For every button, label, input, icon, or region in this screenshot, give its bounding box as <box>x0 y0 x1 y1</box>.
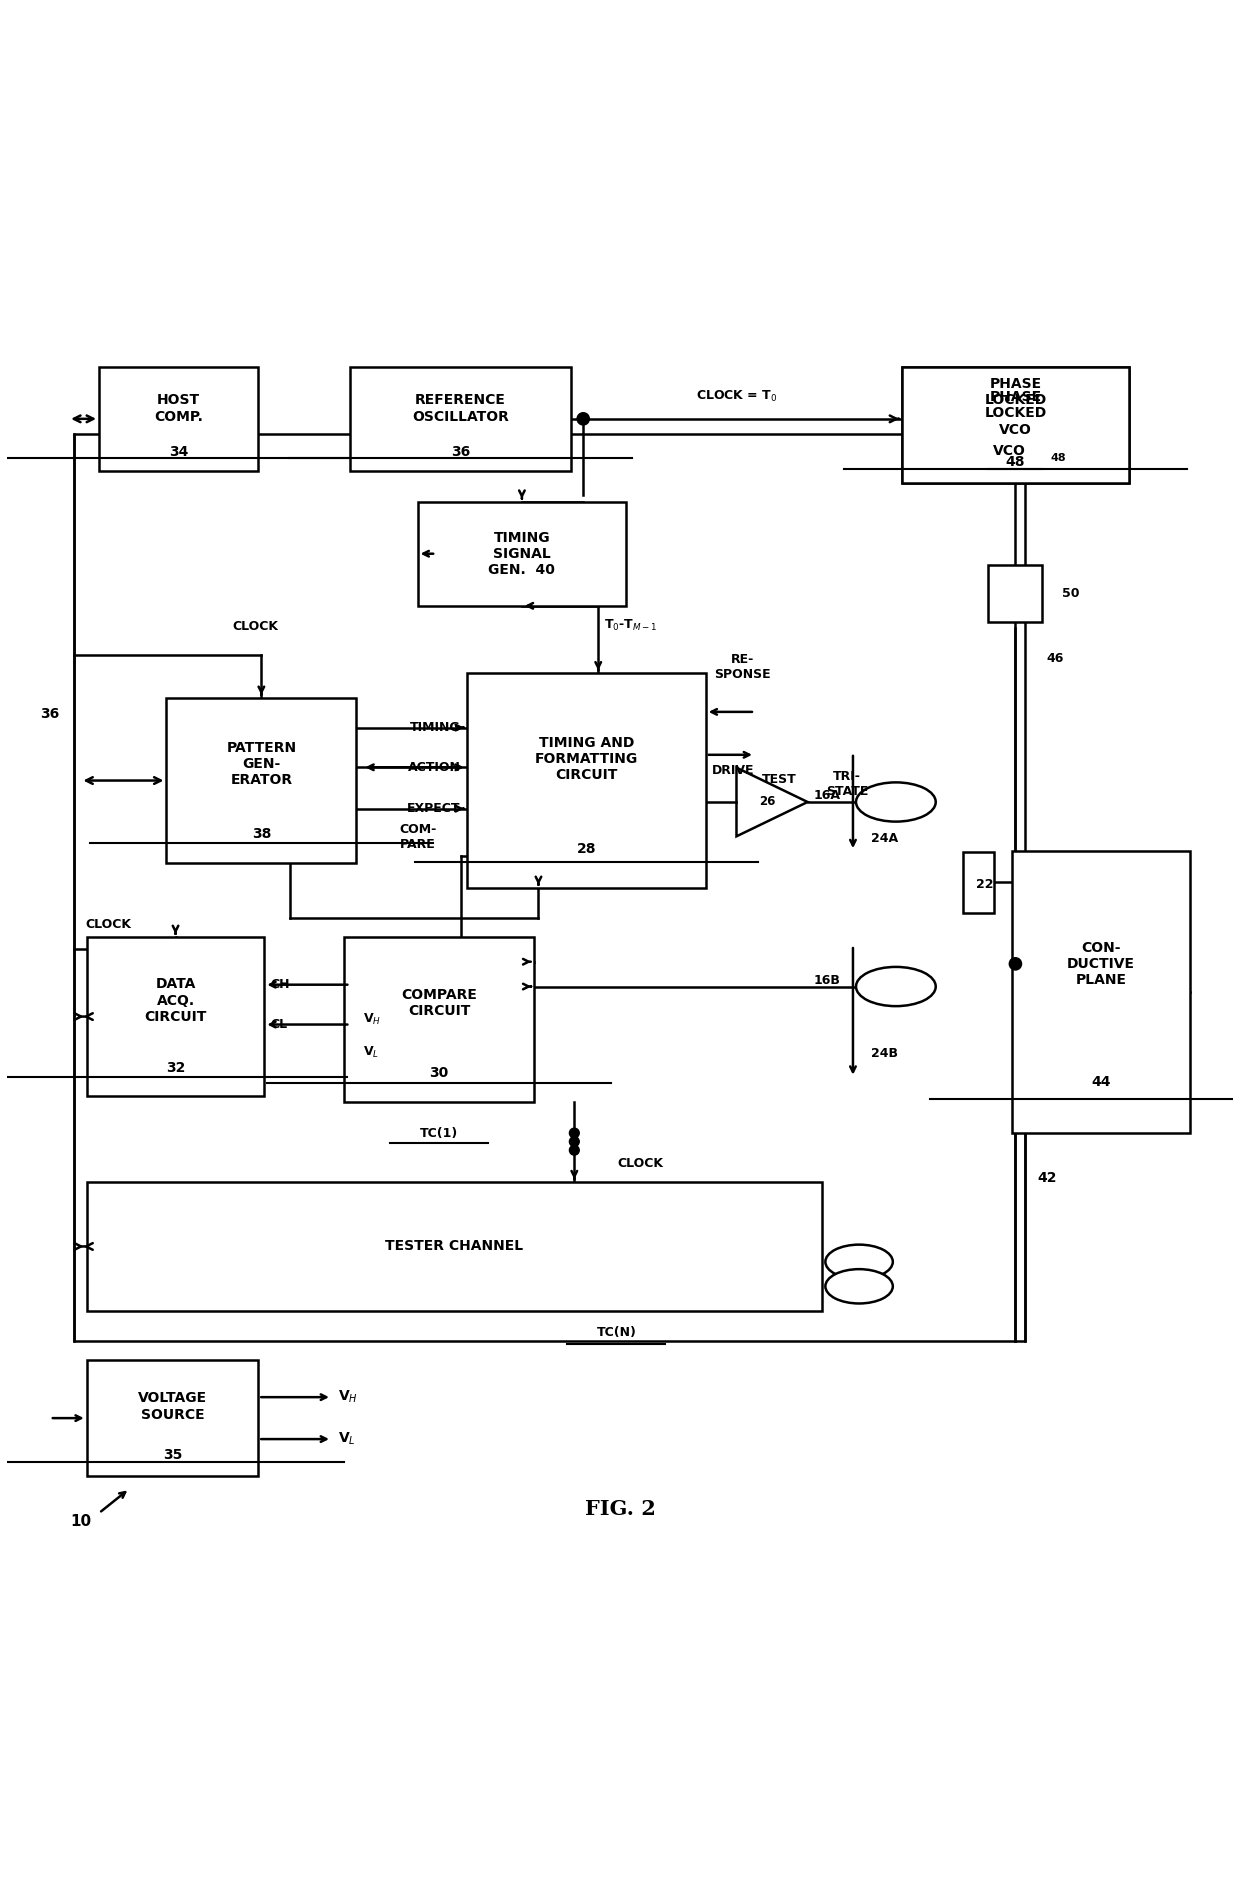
Circle shape <box>569 1145 579 1154</box>
Circle shape <box>569 1137 579 1147</box>
Text: TC(N): TC(N) <box>596 1326 636 1339</box>
Text: REFERENCE
OSCILLATOR: REFERENCE OSCILLATOR <box>412 394 510 424</box>
Text: 38: 38 <box>252 826 272 841</box>
Text: 22: 22 <box>976 879 994 892</box>
FancyBboxPatch shape <box>87 1360 258 1477</box>
Text: ACTION: ACTION <box>408 760 460 773</box>
Text: T$_0$-T$_{M-1}$: T$_0$-T$_{M-1}$ <box>604 619 657 634</box>
FancyBboxPatch shape <box>87 937 264 1096</box>
FancyBboxPatch shape <box>901 366 1128 483</box>
Text: FIG. 2: FIG. 2 <box>584 1499 656 1520</box>
Text: TC(1): TC(1) <box>420 1126 459 1139</box>
FancyBboxPatch shape <box>87 1183 822 1311</box>
Text: 36: 36 <box>451 445 470 458</box>
Text: HOST
COMP.: HOST COMP. <box>154 394 203 424</box>
Ellipse shape <box>826 1245 893 1279</box>
Text: 16A: 16A <box>813 790 841 802</box>
Text: 30: 30 <box>429 1066 449 1079</box>
Text: CH: CH <box>270 979 290 992</box>
Text: TIMING: TIMING <box>410 720 460 734</box>
FancyBboxPatch shape <box>99 366 258 472</box>
Text: 42: 42 <box>1037 1171 1056 1184</box>
FancyBboxPatch shape <box>963 852 994 913</box>
Text: PHASE
LOCKED: PHASE LOCKED <box>985 377 1047 407</box>
Circle shape <box>569 1128 579 1137</box>
Text: VCO: VCO <box>993 443 1025 458</box>
Text: TIMING
SIGNAL
GEN.  40: TIMING SIGNAL GEN. 40 <box>489 530 556 577</box>
Text: TESTER CHANNEL: TESTER CHANNEL <box>386 1239 523 1254</box>
FancyBboxPatch shape <box>345 937 534 1103</box>
Text: V$_L$: V$_L$ <box>339 1431 356 1447</box>
Text: 16B: 16B <box>813 973 841 986</box>
FancyBboxPatch shape <box>988 566 1043 622</box>
Text: V$_H$: V$_H$ <box>339 1388 358 1405</box>
Text: COMPARE
CIRCUIT: COMPARE CIRCUIT <box>402 988 477 1018</box>
Text: CL: CL <box>270 1018 288 1032</box>
Text: V$_L$: V$_L$ <box>363 1045 379 1060</box>
Text: 48: 48 <box>1050 453 1066 462</box>
Text: 35: 35 <box>162 1448 182 1462</box>
Text: DRIVE: DRIVE <box>712 764 754 777</box>
Text: 26: 26 <box>759 796 775 809</box>
Ellipse shape <box>826 1269 893 1303</box>
Text: EXPECT: EXPECT <box>407 802 460 815</box>
Text: 36: 36 <box>40 707 60 720</box>
Text: RE-
SPONSE: RE- SPONSE <box>714 653 771 681</box>
Text: CLOCK: CLOCK <box>618 1158 663 1169</box>
Circle shape <box>1009 958 1022 969</box>
Text: CLOCK: CLOCK <box>86 918 131 930</box>
FancyBboxPatch shape <box>74 434 1024 1341</box>
Circle shape <box>577 413 589 424</box>
FancyBboxPatch shape <box>901 366 1128 483</box>
Text: PHASE
LOCKED
VCO: PHASE LOCKED VCO <box>985 390 1047 436</box>
Text: 24B: 24B <box>872 1047 898 1060</box>
FancyBboxPatch shape <box>166 698 356 864</box>
Text: TRI-
STATE: TRI- STATE <box>826 769 868 798</box>
Text: 46: 46 <box>1047 653 1064 666</box>
Text: CLOCK = T$_0$: CLOCK = T$_0$ <box>696 389 777 404</box>
Text: 24A: 24A <box>872 832 899 845</box>
Text: 34: 34 <box>169 445 188 458</box>
Ellipse shape <box>856 783 936 822</box>
Text: CON-
DUCTIVE
PLANE: CON- DUCTIVE PLANE <box>1068 941 1136 986</box>
Text: 44: 44 <box>1091 1075 1111 1090</box>
Text: 50: 50 <box>1061 587 1080 600</box>
Text: V$_H$: V$_H$ <box>363 1013 381 1028</box>
Text: DATA
ACQ.
CIRCUIT: DATA ACQ. CIRCUIT <box>144 977 207 1024</box>
Text: TIMING AND
FORMATTING
CIRCUIT: TIMING AND FORMATTING CIRCUIT <box>534 736 637 783</box>
Ellipse shape <box>856 968 936 1005</box>
FancyBboxPatch shape <box>418 502 626 605</box>
Text: VOLTAGE
SOURCE: VOLTAGE SOURCE <box>138 1392 207 1422</box>
FancyBboxPatch shape <box>1012 851 1190 1133</box>
Text: TEST: TEST <box>763 773 797 786</box>
FancyBboxPatch shape <box>350 366 570 472</box>
FancyBboxPatch shape <box>466 673 706 888</box>
Text: CLOCK: CLOCK <box>232 620 278 634</box>
Text: PATTERN
GEN-
ERATOR: PATTERN GEN- ERATOR <box>227 741 296 786</box>
Text: 10: 10 <box>69 1514 91 1530</box>
Text: 32: 32 <box>166 1060 185 1075</box>
Text: COM-
PARE: COM- PARE <box>399 824 436 851</box>
Text: 48: 48 <box>1006 455 1025 470</box>
Text: 28: 28 <box>577 843 596 856</box>
